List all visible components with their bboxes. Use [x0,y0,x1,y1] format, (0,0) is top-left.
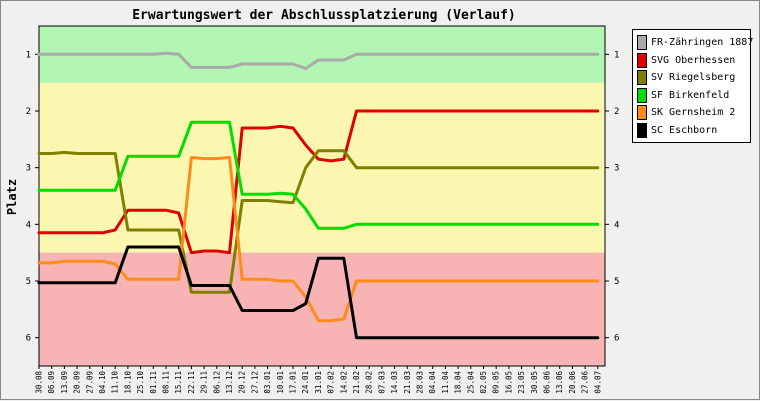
x-tick-label: 25.04 [466,371,475,394]
x-tick-label: 03.01 [263,371,272,394]
y-tick-label-right: 2 [614,107,619,117]
x-tick-label: 18.04 [454,371,463,394]
x-tick-label: 29.11 [200,371,209,394]
x-tick-label: 30.05 [530,371,539,394]
legend-swatch [637,87,647,103]
x-tick-label: 06.06 [543,371,552,394]
legend-label: SC Eschborn [651,124,718,136]
y-tick-label-left: 3 [26,164,31,174]
x-tick-label: 31.01 [314,371,323,394]
legend-label: SK Gernsheim 2 [651,107,736,119]
x-tick-label: 04.04 [428,371,437,394]
x-tick-label: 07.03 [377,371,386,394]
chart-title: Erwartungswert der Abschlussplatzierung … [132,8,516,23]
x-tick-label: 01.11 [149,371,158,394]
y-tick-label-right: 4 [614,220,619,230]
x-tick-label: 02.05 [479,371,488,394]
legend-swatch [637,70,647,86]
x-tick-label: 09.05 [492,371,501,394]
x-tick-label: 18.10 [123,371,132,394]
y-tick-label-left: 4 [26,220,31,230]
y-tick-label-right: 3 [614,164,619,174]
legend-swatch [637,52,647,68]
series-line-1 [37,109,600,255]
y-tick-label-left: 5 [26,277,31,287]
x-tick-label: 11.10 [111,371,120,394]
series-line-3 [37,120,600,230]
x-tick-label: 30.08 [35,371,44,394]
legend-item: SVG Oberhessen [637,52,746,70]
legend-label: SF Birkenfeld [651,89,730,101]
x-tick-label: 24.01 [301,371,310,394]
x-axis-ticks: 30.08 06.09 13.09 20.09 27.09 04.10 11.10 18.10… [35,366,602,394]
plot-frame [38,25,606,367]
series-line-5 [37,245,600,340]
x-tick-label: 15.11 [174,371,183,394]
series-line-4 [37,156,600,323]
x-tick-label: 21.03 [403,371,412,394]
legend-item: SK Gernsheim 2 [637,104,746,122]
x-tick-label: 28.03 [416,371,425,394]
x-tick-label: 17.01 [289,371,298,394]
y-tick-label-left: 2 [26,107,31,117]
legend-swatch [637,122,647,138]
plot-band-2 [39,252,605,366]
x-tick-label: 04.10 [98,371,107,394]
y-tick-label-right: 1 [614,50,619,60]
legend-item: SV Riegelsberg [637,69,746,87]
x-tick-label: 06.09 [47,371,56,394]
legend-label: SV Riegelsberg [651,72,736,84]
legend-swatch [637,35,647,51]
legend: FR-Zähringen 1887 SVG Oberhessen SV Riegel… [632,29,753,143]
x-tick-label: 27.09 [85,371,94,394]
legend-label: SVG Oberhessen [651,54,736,66]
x-tick-label: 20.06 [568,371,577,394]
legend-swatch [637,105,647,121]
x-tick-label: 27.06 [581,371,590,394]
x-tick-label: 11.04 [441,371,450,394]
y-tick-label-left: 1 [26,50,31,60]
y-axis-label: Platz [5,179,19,215]
x-tick-label: 10.01 [276,371,285,394]
y-tick-label-left: 6 [26,334,31,344]
x-tick-label: 28.02 [365,371,374,394]
x-tick-label: 14.03 [390,371,399,394]
x-tick-label: 13.06 [555,371,564,394]
x-tick-label: 07.02 [327,371,336,394]
x-tick-label: 06.12 [212,371,221,394]
x-tick-label: 08.11 [162,371,171,394]
x-tick-label: 23.05 [517,371,526,394]
legend-item: SF Birkenfeld [637,87,746,105]
x-tick-label: 25.10 [136,371,145,394]
x-tick-label: 21.02 [352,371,361,394]
legend-item: SC Eschborn [637,122,746,140]
x-tick-label: 20.12 [238,371,247,394]
legend-item: FR-Zähringen 1887 [637,34,753,52]
x-tick-label: 22.11 [187,371,196,394]
series-line-2 [37,149,600,294]
x-tick-label: 13.12 [225,371,234,394]
x-tick-label: 14.02 [339,371,348,394]
x-tick-label: 27.12 [250,371,259,394]
legend-label: FR-Zähringen 1887 [651,37,754,49]
x-tick-label: 20.09 [73,371,82,394]
x-tick-label: 13.09 [60,371,69,394]
y-tick-label-right: 6 [614,334,619,344]
series-line-0 [37,51,600,70]
x-tick-label: 16.05 [504,371,513,394]
y-axis-ticks: 1 1 2 2 3 3 4 4 5 5 6 6 [26,50,620,343]
y-tick-label-right: 5 [614,277,619,287]
series-lines [37,51,600,340]
x-tick-label: 04.07 [593,371,602,394]
plot-bands [39,26,605,366]
